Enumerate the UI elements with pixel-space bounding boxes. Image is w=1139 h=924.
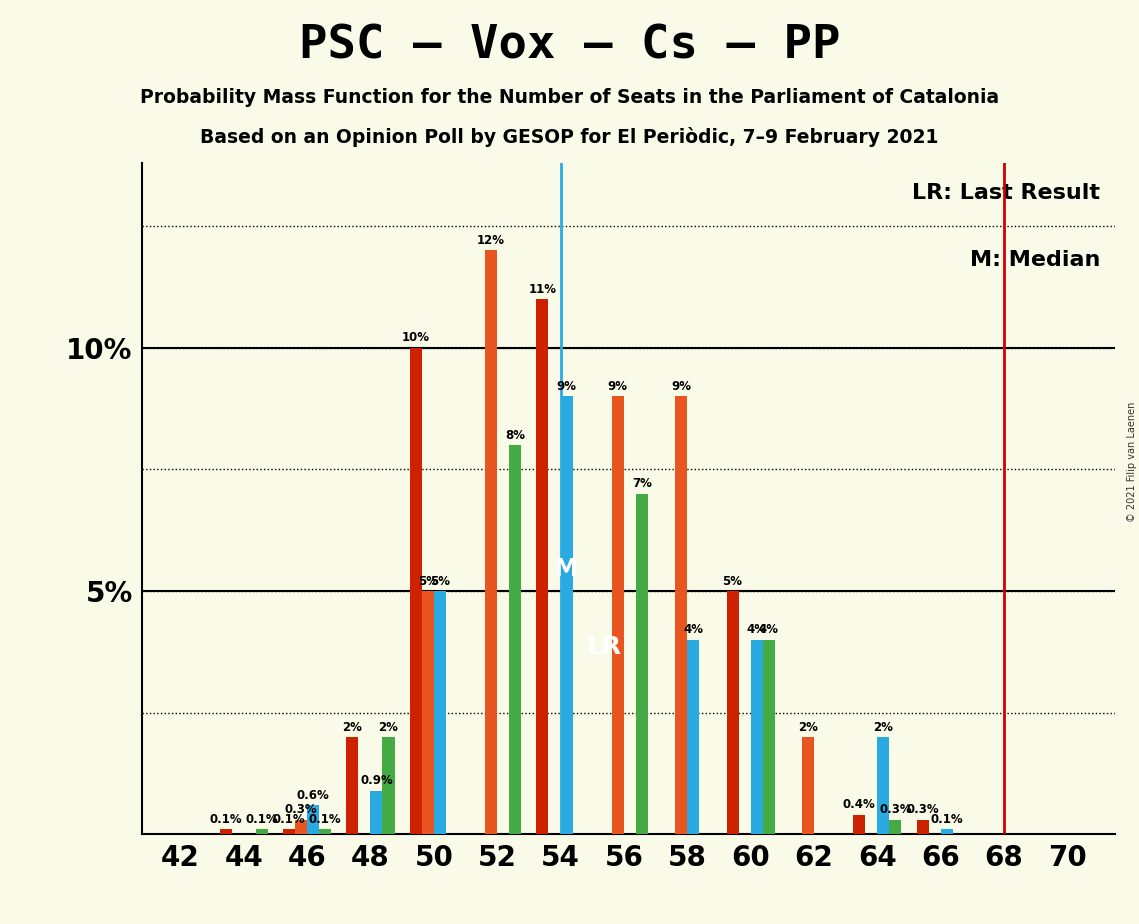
Text: Probability Mass Function for the Number of Seats in the Parliament of Catalonia: Probability Mass Function for the Number…: [140, 88, 999, 107]
Text: 4%: 4%: [746, 624, 767, 637]
Text: 9%: 9%: [671, 380, 691, 393]
Text: © 2021 Filip van Laenen: © 2021 Filip van Laenen: [1126, 402, 1137, 522]
Bar: [434, 591, 445, 834]
Text: 4%: 4%: [759, 624, 779, 637]
Text: 0.6%: 0.6%: [297, 789, 329, 802]
Text: 2%: 2%: [343, 721, 362, 734]
Bar: [485, 250, 497, 834]
Bar: [917, 820, 928, 834]
Bar: [877, 737, 890, 834]
Text: 11%: 11%: [528, 283, 557, 296]
Bar: [509, 445, 522, 834]
Text: 0.1%: 0.1%: [309, 813, 342, 826]
Text: 9%: 9%: [608, 380, 628, 393]
Bar: [687, 639, 699, 834]
Text: LR: Last Result: LR: Last Result: [912, 183, 1100, 203]
Text: 0.1%: 0.1%: [272, 813, 305, 826]
Text: LR: LR: [587, 635, 622, 659]
Text: 10%: 10%: [402, 332, 429, 345]
Bar: [421, 591, 434, 834]
Bar: [308, 805, 319, 834]
Bar: [295, 820, 308, 834]
Text: Based on an Opinion Poll by GESOP for El Periòdic, 7–9 February 2021: Based on an Opinion Poll by GESOP for El…: [200, 127, 939, 147]
Bar: [636, 493, 648, 834]
Bar: [410, 347, 421, 834]
Bar: [612, 396, 624, 834]
Bar: [346, 737, 359, 834]
Text: 8%: 8%: [506, 429, 525, 442]
Bar: [536, 299, 549, 834]
Bar: [802, 737, 814, 834]
Bar: [220, 830, 231, 834]
Text: 0.3%: 0.3%: [907, 803, 939, 816]
Text: 0.3%: 0.3%: [285, 803, 318, 816]
Text: 0.1%: 0.1%: [210, 813, 241, 826]
Bar: [560, 396, 573, 834]
Bar: [853, 815, 866, 834]
Bar: [675, 396, 687, 834]
Bar: [890, 820, 901, 834]
Bar: [319, 830, 331, 834]
Text: 2%: 2%: [378, 721, 399, 734]
Text: 0.1%: 0.1%: [246, 813, 278, 826]
Bar: [370, 791, 383, 834]
Bar: [763, 639, 775, 834]
Bar: [941, 830, 952, 834]
Bar: [256, 830, 268, 834]
Text: 4%: 4%: [683, 624, 703, 637]
Text: M: M: [555, 557, 579, 581]
Bar: [282, 830, 295, 834]
Bar: [727, 591, 738, 834]
Text: 12%: 12%: [477, 234, 505, 247]
Text: 0.4%: 0.4%: [843, 798, 876, 811]
Text: M: Median: M: Median: [970, 250, 1100, 270]
Text: 5%: 5%: [418, 575, 437, 588]
Text: 0.1%: 0.1%: [931, 813, 962, 826]
Text: PSC – Vox – Cs – PP: PSC – Vox – Cs – PP: [298, 23, 841, 68]
Text: 7%: 7%: [632, 478, 652, 491]
Text: 5%: 5%: [722, 575, 743, 588]
Text: 2%: 2%: [874, 721, 893, 734]
Text: 5%: 5%: [429, 575, 450, 588]
Text: 0.9%: 0.9%: [360, 774, 393, 787]
Text: 9%: 9%: [557, 380, 576, 393]
Text: 2%: 2%: [798, 721, 818, 734]
Bar: [383, 737, 394, 834]
Text: 0.3%: 0.3%: [879, 803, 911, 816]
Bar: [751, 639, 763, 834]
